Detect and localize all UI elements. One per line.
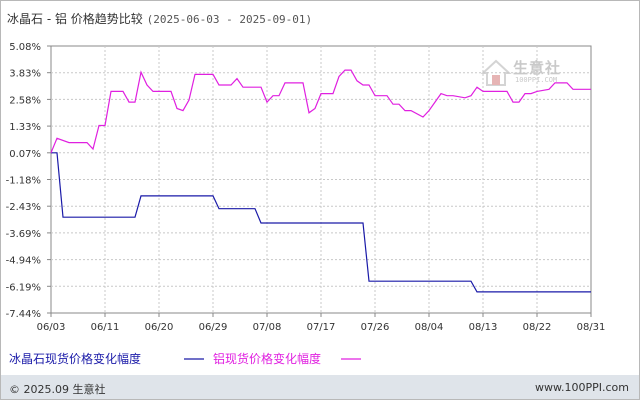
y-tick-label: -3.69% [6,229,41,240]
x-tick-label: 08/04 [415,322,444,333]
chart-svg: 5.08% 3.83% 2.58% 1.33% 0.07% -1.18% -2.43% -3.… [6,42,606,366]
series-line-2 [50,69,591,154]
x-tick-label: 06/29 [199,322,228,333]
x-tick-label: 06/11 [91,322,120,333]
website-link[interactable]: www.100PPI.com [535,381,629,394]
y-tick-label: -7.44% [6,309,41,320]
legend-label-2: 铝现货价格变化幅度 [213,351,321,366]
footer: © 2025.09 生意社 www.100PPI.com [1,375,639,399]
x-tick-label: 08/22 [523,322,552,333]
y-tick-label: 1.33% [9,122,41,133]
y-tick-label: 5.08% [9,42,41,53]
series-line-1 [51,152,591,293]
x-tick-label: 07/08 [253,322,282,333]
y-tick-label: -4.94% [6,256,41,267]
y-axis-labels: 5.08% 3.83% 2.58% 1.33% 0.07% -1.18% -2.43% -3.… [6,42,41,320]
x-tick-label: 06/20 [145,322,174,333]
legend: 冰晶石现货价格变化幅度 铝现货价格变化幅度 [9,351,361,366]
x-tick-label: 08/13 [469,322,498,333]
x-axis-labels: 06/03 06/11 06/20 06/29 07/08 07/17 07/26 08/04… [37,322,606,333]
x-tick-label: 07/26 [361,322,390,333]
legend-label-1: 冰晶石现货价格变化幅度 [9,351,141,366]
y-tick-label: 0.07% [9,149,41,160]
title-text: 冰晶石 - 铝 价格趋势比较 [7,12,143,26]
watermark-url: 100PPI.COM [515,76,558,84]
x-tick-label: 08/31 [577,322,606,333]
series-lines [50,69,591,293]
y-tick-label: -1.18% [6,176,41,187]
y-tick-label: 2.58% [9,95,41,106]
date-range: (2025-06-03 - 2025-09-01) [146,13,313,26]
y-tick-label: -2.43% [6,202,41,213]
copyright-text: © 2025.09 生意社 [9,383,106,396]
x-tick-label: 07/17 [307,322,336,333]
y-tick-label: 3.83% [9,69,41,80]
y-tick-label: -6.19% [6,282,41,293]
chart-title: 冰晶石 - 铝 价格趋势比较 (2025-06-03 - 2025-09-01) [7,10,312,27]
x-tick-label: 06/03 [37,322,66,333]
grid [47,45,592,317]
